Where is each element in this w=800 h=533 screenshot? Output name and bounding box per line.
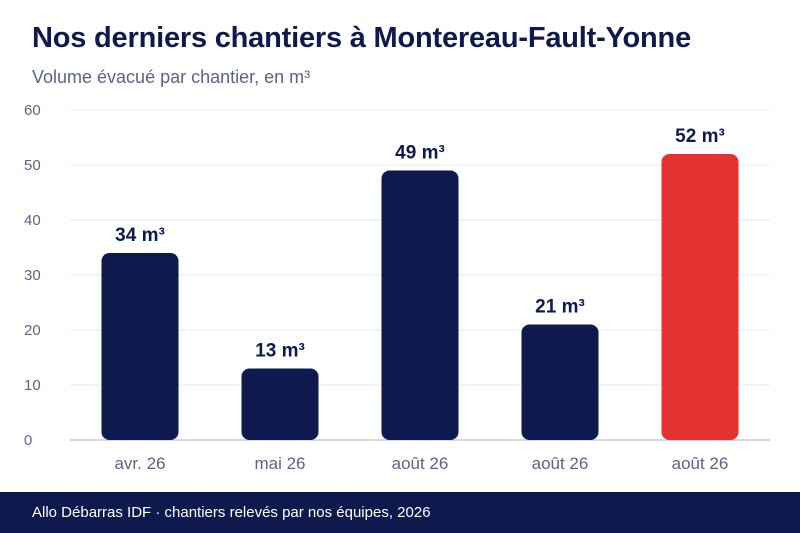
- y-tick-label: 20: [24, 322, 41, 339]
- x-tick-label: août 26: [392, 454, 449, 473]
- y-tick-label: 0: [24, 432, 32, 449]
- bar-value-label: 52 m³: [675, 126, 725, 147]
- bar-value-label: 13 m³: [255, 341, 305, 362]
- footer-bar: Allo Débarras IDF · chantiers relevés pa…: [0, 492, 800, 533]
- y-tick-label: 50: [24, 157, 41, 174]
- footer-source: Allo Débarras IDF · chantiers relevés pa…: [32, 504, 431, 521]
- x-tick-label: août 26: [532, 454, 589, 473]
- y-tick-label: 10: [24, 377, 41, 394]
- x-tick-label: mai 26: [254, 454, 305, 473]
- chart-title: Nos derniers chantiers à Montereau-Fault…: [32, 22, 692, 54]
- bar: [101, 253, 179, 440]
- y-tick-label: 60: [24, 102, 41, 119]
- y-tick-label: 30: [24, 267, 41, 284]
- x-tick-label: août 26: [672, 454, 729, 473]
- x-tick-label: avr. 26: [114, 454, 165, 473]
- chart-subtitle: Volume évacué par chantier, en m³: [32, 67, 311, 87]
- bar: [661, 154, 739, 440]
- bar: [381, 170, 459, 440]
- bar: [241, 368, 319, 440]
- bar-value-label: 21 m³: [535, 297, 585, 318]
- bar: [521, 324, 599, 440]
- y-tick-label: 40: [24, 212, 41, 229]
- bar-chart: 0 10 20 30 40 50 60 34 m³ avr. 26 13 m³ mai 26 49 m…: [24, 102, 770, 473]
- bar-value-label: 49 m³: [395, 143, 445, 164]
- bar-value-label: 34 m³: [115, 225, 165, 246]
